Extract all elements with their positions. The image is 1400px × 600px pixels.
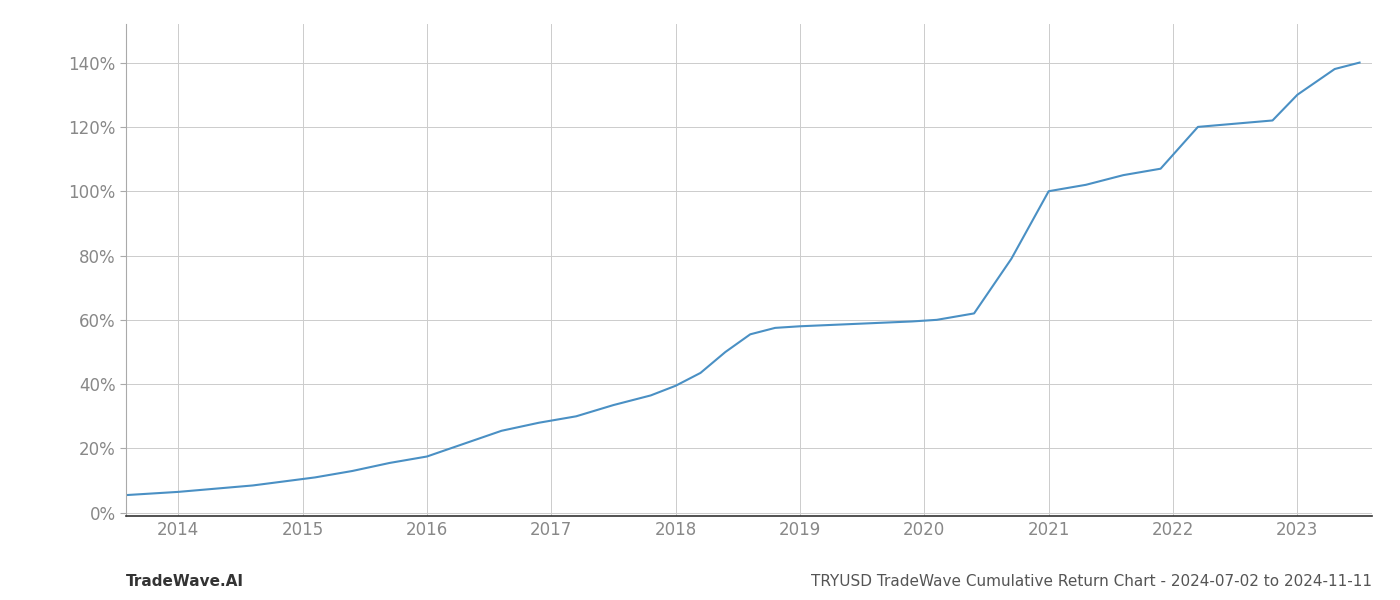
Text: TRYUSD TradeWave Cumulative Return Chart - 2024-07-02 to 2024-11-11: TRYUSD TradeWave Cumulative Return Chart… — [811, 575, 1372, 589]
Text: TradeWave.AI: TradeWave.AI — [126, 575, 244, 589]
